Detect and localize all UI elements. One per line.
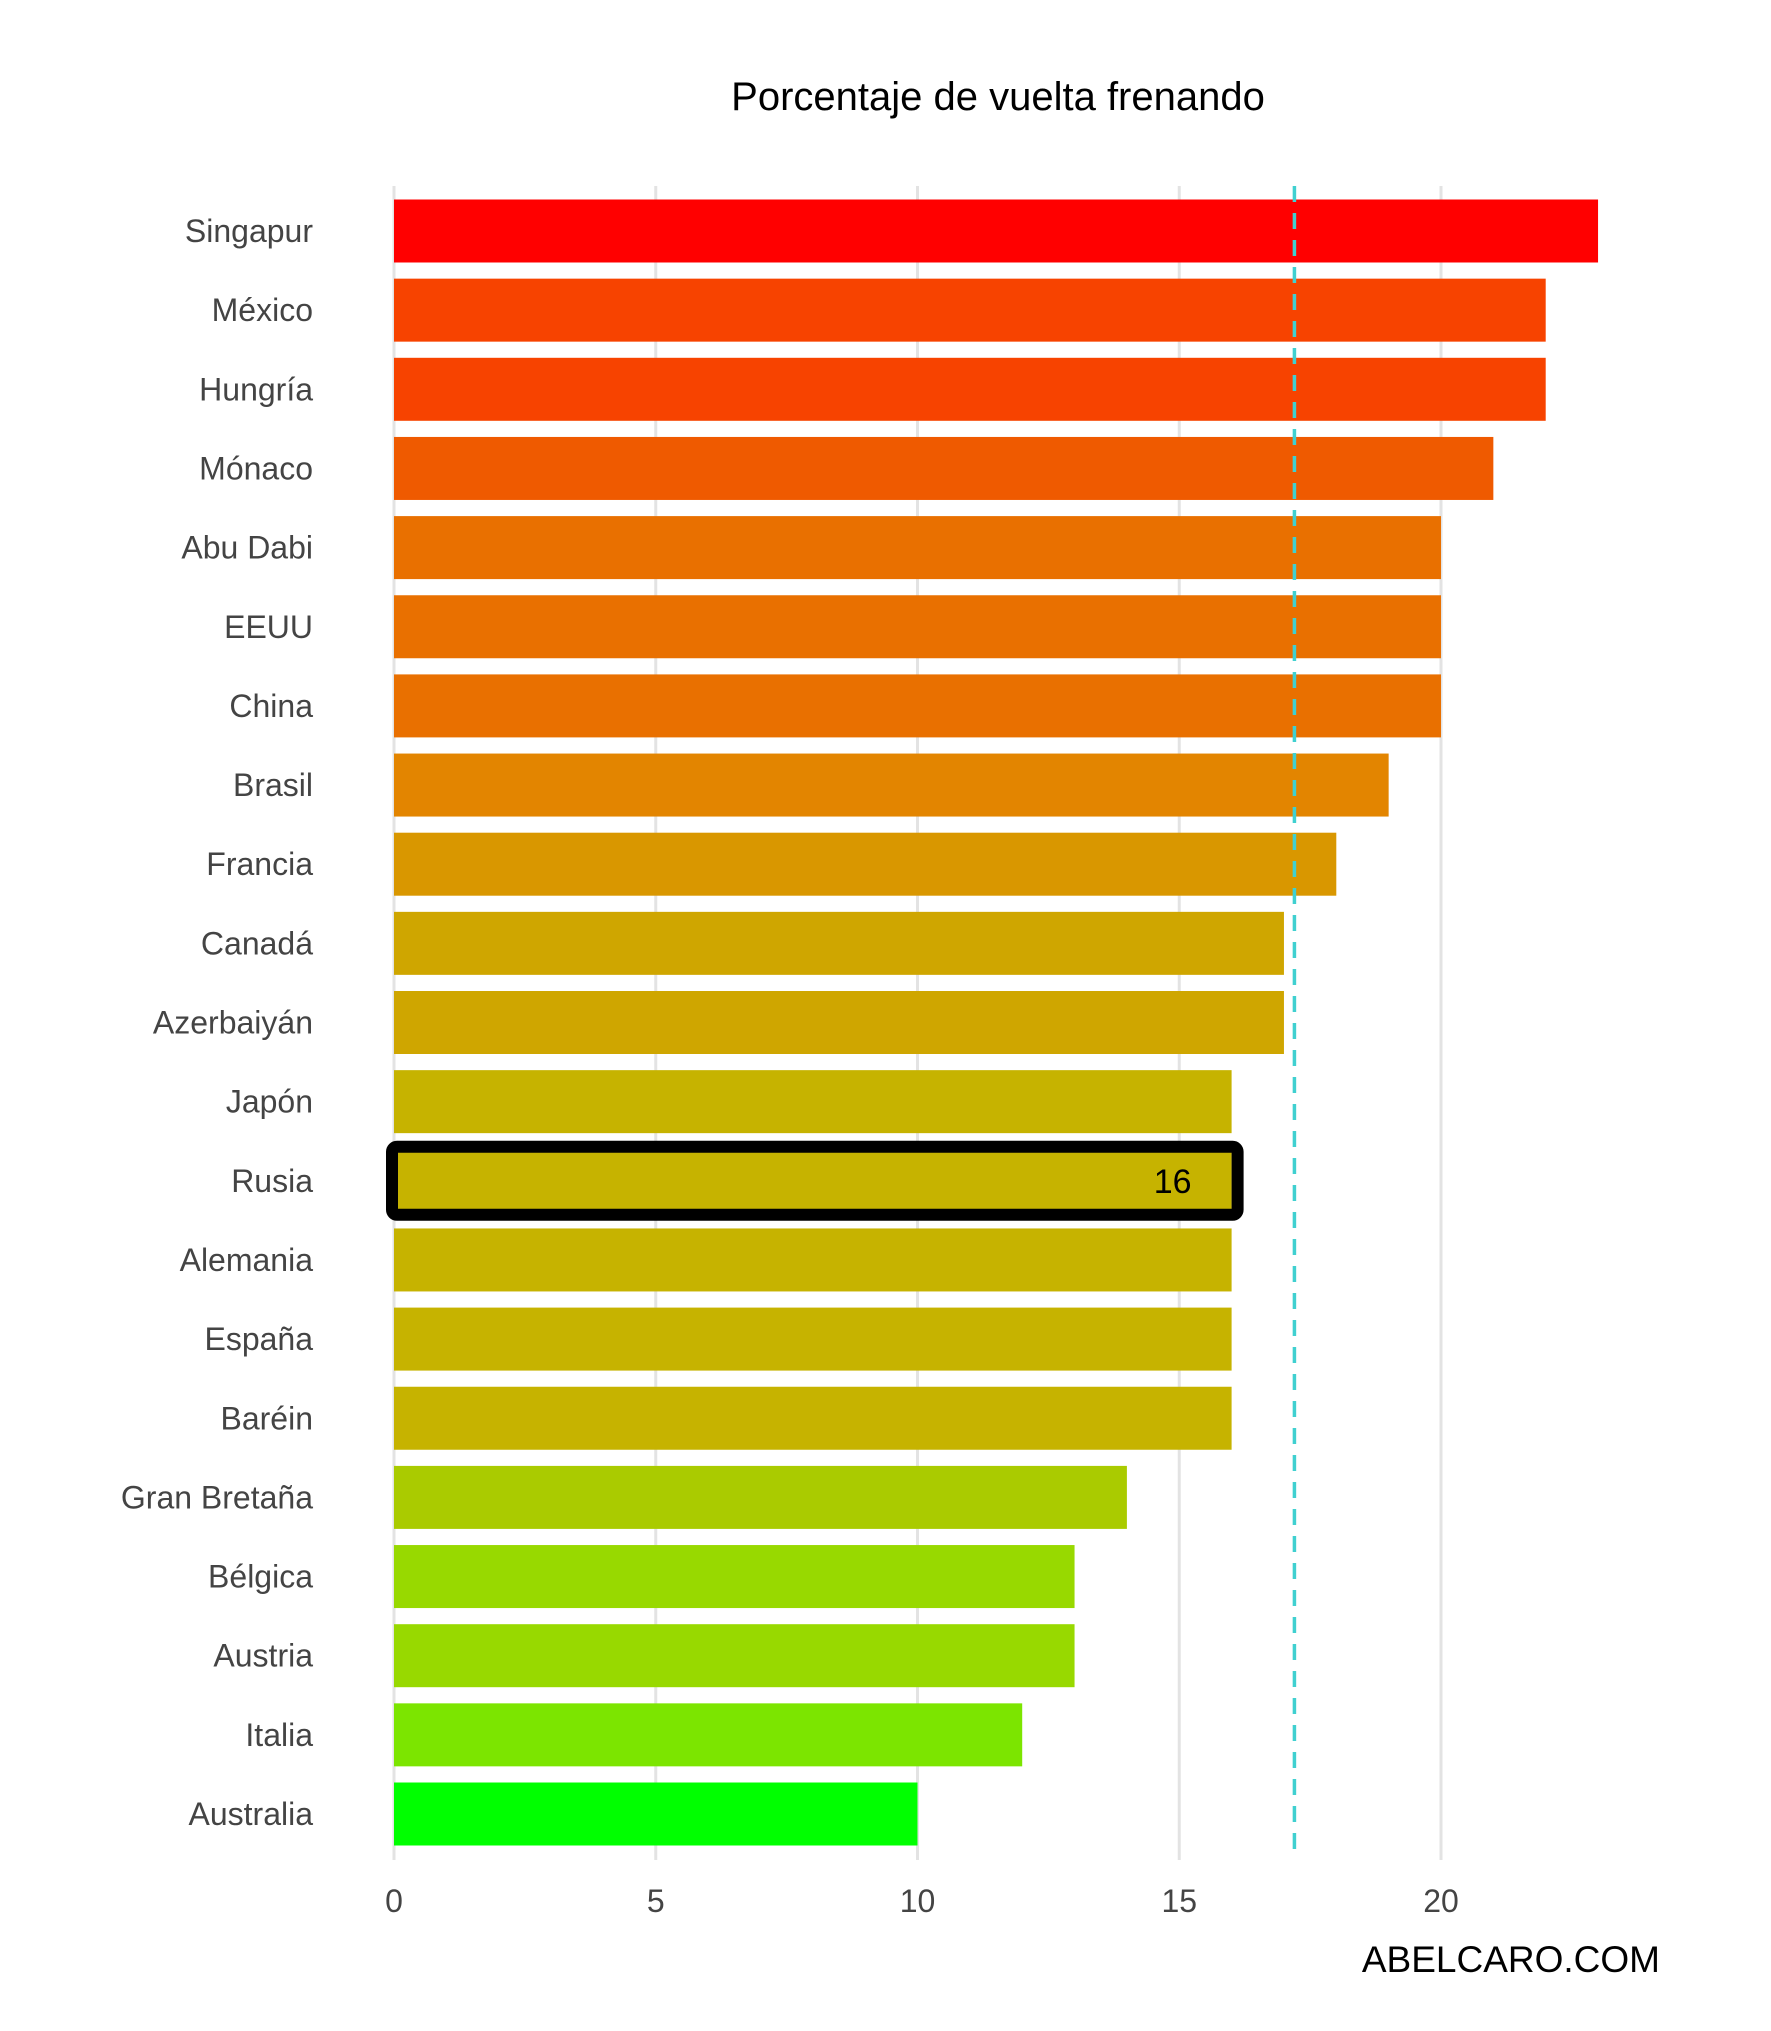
category-label-japon: Japón (226, 1084, 313, 1120)
bar-china (394, 674, 1441, 738)
category-label-canada: Canadá (201, 925, 313, 961)
bar-eeuu (394, 595, 1441, 659)
bars (394, 199, 1599, 1846)
category-label-azerbaiyan: Azerbaiyán (153, 1005, 313, 1041)
category-labels: Singapur México Hungría Mónaco Abu Dabi EEUU C… (121, 213, 313, 1832)
bar-monaco (394, 436, 1494, 500)
bar-singapur (394, 199, 1599, 263)
x-tick-label-15: 15 (1161, 1883, 1197, 1919)
bar-belgica (394, 1545, 1075, 1609)
bar-hungria (394, 357, 1546, 421)
x-tick-label-0: 0 (385, 1883, 403, 1919)
category-label-belgica: Bélgica (208, 1559, 313, 1595)
category-label-gran-bretana: Gran Bretaña (121, 1479, 313, 1515)
bar-canada (394, 911, 1284, 975)
x-tick-label-20: 20 (1423, 1883, 1459, 1919)
category-label-barein: Baréin (221, 1400, 314, 1436)
category-label-espana: España (204, 1321, 313, 1357)
bar-barein (394, 1386, 1232, 1450)
bar-azerbaiyan (394, 991, 1284, 1054)
bar-alemania (394, 1228, 1232, 1292)
bar-austria (394, 1624, 1075, 1688)
chart-title: Porcentaje de vuelta frenando (731, 75, 1265, 119)
bar-japon (394, 1070, 1232, 1134)
category-label-hungria: Hungría (199, 371, 313, 407)
category-label-singapur: Singapur (185, 213, 313, 249)
category-label-abu-dabi: Abu Dabi (181, 530, 313, 566)
category-label-alemania: Alemania (180, 1242, 314, 1278)
category-label-francia: Francia (206, 846, 313, 882)
bar-abu-dabi (394, 516, 1441, 580)
bar-mexico (394, 278, 1546, 342)
bar-brasil (394, 753, 1389, 817)
highlight-data-label: 16 (1154, 1163, 1192, 1201)
category-label-brasil: Brasil (233, 767, 313, 803)
watermark: ABELCARO.COM (1362, 1939, 1660, 1980)
x-tick-label-10: 10 (900, 1883, 936, 1919)
category-label-italia: Italia (245, 1717, 313, 1753)
bar-gran-bretana (394, 1465, 1127, 1529)
category-label-mexico: México (212, 292, 313, 328)
category-label-rusia: Rusia (231, 1163, 313, 1199)
bar-rusia (394, 1149, 1232, 1213)
category-label-monaco: Mónaco (199, 450, 313, 486)
category-label-eeuu: EEUU (224, 609, 313, 645)
category-label-australia: Australia (189, 1796, 314, 1832)
x-axis-ticks: 0 5 10 15 20 (385, 1883, 1459, 1919)
bar-italia (394, 1703, 1023, 1767)
category-label-austria: Austria (213, 1638, 313, 1674)
bar-espana (394, 1307, 1232, 1371)
bar-australia (394, 1782, 918, 1846)
highlight-box (386, 1140, 1244, 1221)
x-tick-label-5: 5 (647, 1883, 665, 1919)
bar-francia (394, 832, 1337, 896)
highlight-group: 16 (386, 1140, 1244, 1221)
category-label-china: China (229, 688, 313, 724)
